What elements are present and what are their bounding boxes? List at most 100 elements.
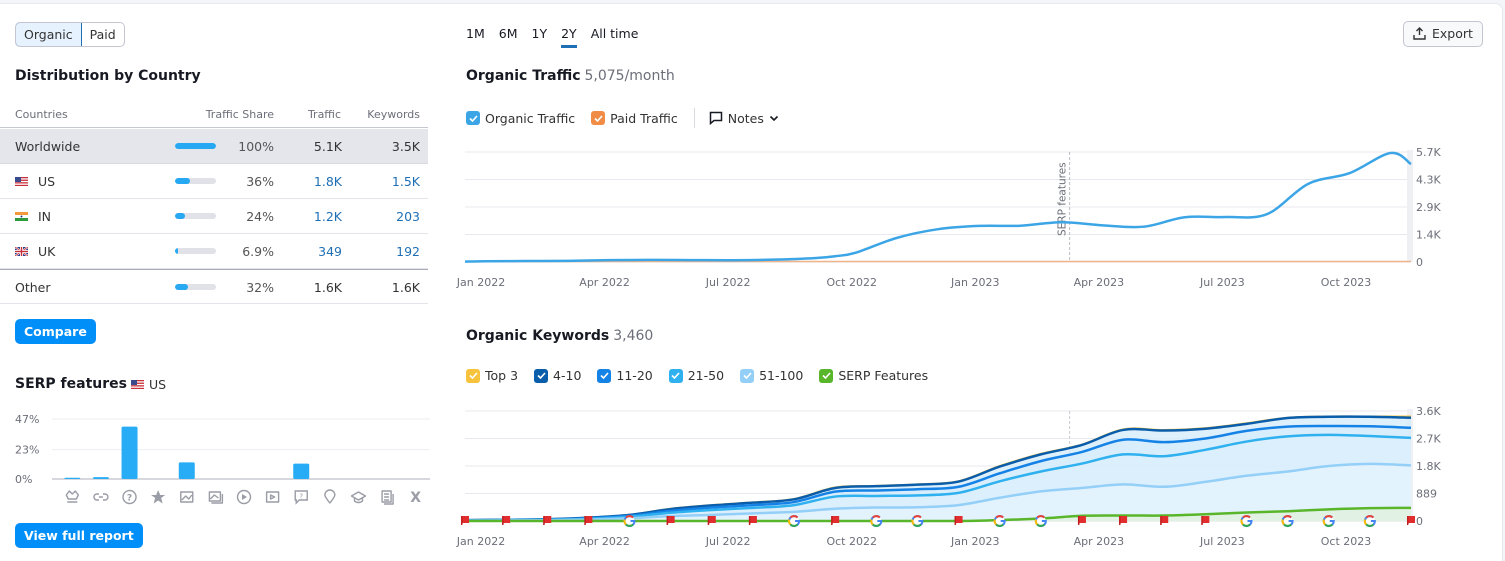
traffic-value[interactable]: 1.8K: [313, 174, 342, 189]
range-6m[interactable]: 6M: [498, 26, 518, 41]
range-1y[interactable]: 1Y: [531, 26, 548, 41]
view-full-report-button[interactable]: View full report: [15, 523, 143, 548]
google-update-icon[interactable]: [1240, 515, 1253, 528]
flag-marker-icon[interactable]: [1077, 516, 1086, 525]
country-row[interactable]: UK 6.9% 349 192: [0, 234, 428, 269]
range-1m[interactable]: 1M: [466, 26, 485, 41]
google-update-icon[interactable]: [788, 515, 801, 528]
country-row[interactable]: IN 24% 1.2K 203: [0, 199, 428, 234]
google-update-icon[interactable]: [911, 515, 924, 528]
keywords-value: 3.5K: [391, 139, 420, 154]
twitter-icon: X: [410, 490, 421, 506]
country-row[interactable]: Other 32% 1.6K 1.6K: [0, 269, 428, 304]
col-traffic-share: Traffic Share: [205, 108, 274, 121]
country-name: IN: [38, 209, 52, 224]
export-button[interactable]: Export: [1403, 21, 1483, 47]
in-flag-icon: [15, 212, 28, 221]
y-tick-label: 2.9K: [1416, 201, 1441, 214]
traffic-share-fill: [175, 143, 216, 149]
legend-top-3[interactable]: Top 3: [466, 368, 518, 383]
chevron-down-icon: [769, 115, 778, 121]
google-update-icon[interactable]: [1363, 515, 1376, 528]
traffic-share-bar: [175, 143, 216, 149]
traffic-share-fill: [175, 178, 190, 184]
flag-marker-icon[interactable]: [584, 516, 593, 525]
legend-4-10[interactable]: 4-10: [534, 368, 581, 383]
flag-marker-icon[interactable]: [666, 516, 675, 525]
traffic-value[interactable]: 349: [318, 244, 342, 259]
serp-bar-people-also-ask: [121, 426, 138, 479]
flag-marker-icon[interactable]: [502, 516, 511, 525]
google-update-icon[interactable]: [1322, 515, 1335, 528]
google-update-icon[interactable]: [870, 515, 883, 528]
traffic-share-value: 32%: [246, 280, 274, 295]
keywords-value[interactable]: 1.5K: [391, 174, 420, 189]
flag-marker-icon[interactable]: [1119, 516, 1128, 525]
legend-51-100[interactable]: 51-100: [740, 368, 803, 383]
flag-marker-icon[interactable]: [1201, 516, 1210, 525]
legend-11-20[interactable]: 11-20: [597, 368, 653, 383]
legend-21-50[interactable]: 21-50: [668, 368, 724, 383]
checkbox-icon: [534, 368, 549, 383]
us-flag-icon: [15, 177, 28, 186]
legend-label: 11-20: [616, 368, 653, 383]
y-tick-label: 23%: [15, 444, 39, 457]
flag-marker-icon[interactable]: [1407, 516, 1415, 525]
serp-bar-sitelinks: [92, 477, 109, 479]
x-tick-label: Jul 2022: [705, 276, 751, 289]
legend-organic-traffic[interactable]: Organic Traffic: [466, 111, 575, 126]
organic-keywords-title: Organic Keywords 3,460: [466, 328, 653, 344]
y-tick-label: 0: [1416, 515, 1423, 528]
country-name: Worldwide: [15, 139, 81, 154]
sitelinks-icon: [93, 493, 109, 501]
col-traffic: Traffic: [307, 108, 341, 121]
traffic-share-bar: [175, 248, 216, 254]
checkbox-icon: [466, 368, 480, 383]
country-row[interactable]: Worldwide 100% 5.1K 3.5K: [0, 129, 428, 164]
y-tick-label: 0%: [15, 473, 32, 486]
traffic-share-bar: [175, 284, 216, 290]
keywords-value[interactable]: 192: [396, 244, 420, 259]
paid-tab[interactable]: Paid: [89, 27, 116, 42]
flag-marker-icon[interactable]: [748, 516, 757, 525]
traffic-share-bar: [175, 178, 216, 184]
google-update-icon[interactable]: [993, 515, 1006, 528]
traffic-value[interactable]: 1.2K: [313, 209, 342, 224]
top-stories-icon: [381, 490, 394, 505]
flag-marker-icon[interactable]: [461, 516, 469, 525]
y-tick-label: 1.8K: [1416, 460, 1441, 473]
google-update-icon[interactable]: [623, 515, 636, 528]
reviews-icon: [151, 490, 166, 504]
flag-marker-icon[interactable]: [831, 516, 840, 525]
x-tick-label: Jul 2023: [1199, 535, 1245, 548]
organic-traffic-chart: 5.7K 4.3K 2.9K 1.4K 0 Jan 2022 Apr 2022 Jul 202…: [456, 146, 1442, 289]
organic-tab[interactable]: Organic: [15, 23, 82, 46]
legend-paid-traffic[interactable]: Paid Traffic: [591, 111, 678, 126]
date-range-selector: 1M 6M 1Y 2Y All time: [466, 26, 652, 48]
range-2y[interactable]: 2Y: [561, 26, 577, 48]
flag-marker-icon[interactable]: [543, 516, 552, 525]
range-all-time[interactable]: All time: [590, 26, 639, 41]
flag-marker-icon[interactable]: [954, 516, 963, 525]
country-name: Other: [15, 280, 51, 295]
legend-label: 4-10: [553, 368, 582, 383]
compare-button[interactable]: Compare: [15, 319, 96, 344]
checkbox-icon: [466, 111, 480, 125]
flag-marker-icon[interactable]: [707, 516, 716, 525]
country-name: UK: [38, 244, 56, 259]
google-update-icon[interactable]: [1281, 515, 1294, 528]
chart-end-bar: [1407, 150, 1413, 262]
flag-marker-icon[interactable]: [1160, 516, 1169, 525]
checkbox-icon: [668, 368, 683, 383]
y-tick-label: 1.4K: [1416, 229, 1441, 242]
notes-dropdown[interactable]: Notes: [709, 111, 779, 126]
legend-serp-features[interactable]: SERP Features: [819, 368, 928, 383]
google-update-icon[interactable]: [1034, 515, 1047, 528]
x-tick-label: Apr 2023: [1074, 535, 1125, 548]
legend-label: Top 3: [485, 368, 519, 383]
keywords-value[interactable]: 203: [396, 209, 420, 224]
country-row[interactable]: US 36% 1.8K 1.5K: [0, 164, 428, 199]
image-icon: [180, 491, 194, 503]
x-tick-label: Oct 2022: [826, 276, 877, 289]
knowledge-panel-icon: [350, 491, 367, 504]
